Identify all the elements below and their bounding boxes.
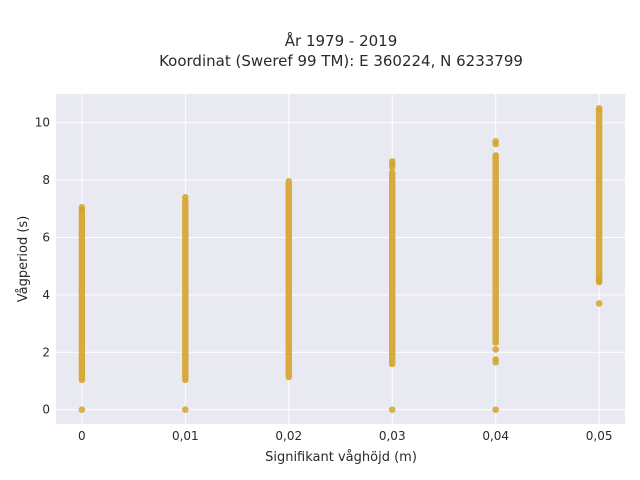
scatter-point bbox=[492, 346, 499, 353]
scatter-point bbox=[182, 194, 189, 201]
ticks-layer: 0 2 4 6 8 10 0 0,01 0,02 0,03 0,04 0,05 bbox=[35, 116, 613, 443]
x-tick-label: 0 bbox=[78, 429, 86, 443]
scatter-point bbox=[492, 138, 499, 145]
scatter-point bbox=[182, 406, 189, 413]
scatter-point-band bbox=[78, 209, 86, 383]
y-axis-title: Vågperiod (s) bbox=[16, 216, 31, 303]
y-tick-label: 4 bbox=[42, 288, 50, 302]
x-tick-label: 0,01 bbox=[172, 429, 199, 443]
scatter-point bbox=[492, 356, 499, 363]
scatter-point-band bbox=[285, 178, 292, 381]
scatter-point bbox=[595, 300, 603, 307]
chart-title-line1: År 1979 - 2019 bbox=[285, 31, 398, 50]
y-tick-label: 6 bbox=[42, 230, 50, 244]
scatter-point bbox=[78, 206, 86, 214]
x-tick-label: 0,02 bbox=[275, 429, 302, 443]
y-tick-label: 8 bbox=[42, 173, 50, 187]
y-tick-label: 2 bbox=[42, 345, 50, 359]
scatter-point bbox=[388, 158, 396, 165]
scatter-point bbox=[595, 105, 603, 112]
x-tick-label: 0,04 bbox=[482, 429, 509, 443]
chart-title-line2: Koordinat (Sweref 99 TM): E 360224, N 62… bbox=[159, 52, 523, 70]
plot-area bbox=[56, 94, 625, 424]
x-tick-label: 0,05 bbox=[586, 429, 613, 443]
scatter-point-band bbox=[182, 198, 189, 383]
scatter-point bbox=[388, 406, 396, 413]
scatter-point-band bbox=[389, 169, 396, 368]
scatter-point-band bbox=[595, 107, 603, 286]
scatter-point bbox=[78, 406, 86, 413]
x-axis-title: Signifikant våghöjd (m) bbox=[265, 450, 417, 465]
scatter-point-band bbox=[492, 152, 499, 346]
x-tick-label: 0,03 bbox=[379, 429, 406, 443]
scatter-point bbox=[492, 406, 499, 413]
y-tick-label: 0 bbox=[42, 403, 50, 417]
y-tick-label: 10 bbox=[35, 116, 50, 130]
scatter-point bbox=[595, 277, 603, 284]
marks-layer bbox=[78, 105, 603, 413]
